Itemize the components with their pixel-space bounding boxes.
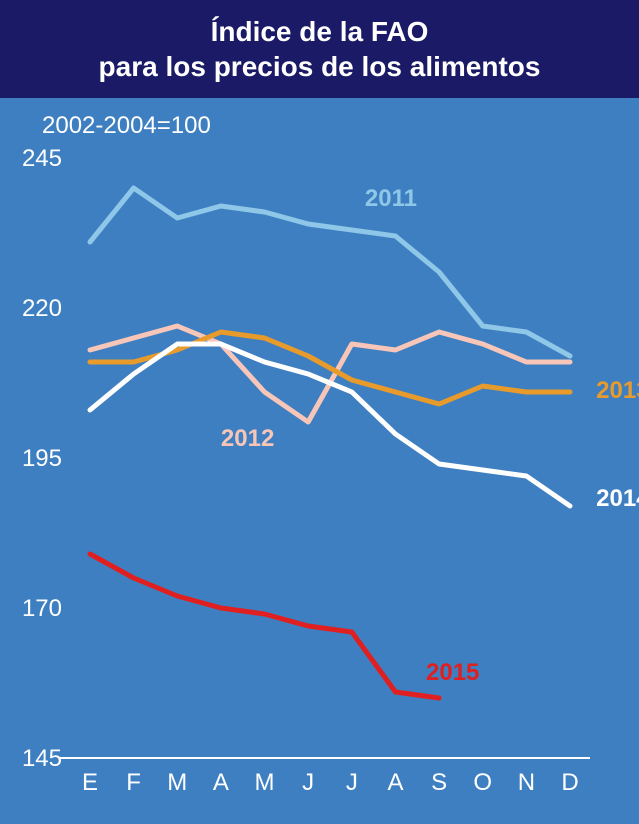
line-chart: 145170195220245EFMAMJJASOND2011201220132… <box>0 98 639 818</box>
y-tick-label: 195 <box>22 445 62 472</box>
y-tick-label: 145 <box>22 745 62 772</box>
series-label-2015: 2015 <box>426 659 479 686</box>
x-tick-label: N <box>518 769 535 796</box>
x-tick-label: S <box>431 769 447 796</box>
series-2013 <box>90 332 570 404</box>
x-tick-label: F <box>126 769 141 796</box>
x-tick-label: E <box>82 769 98 796</box>
series-2012 <box>90 326 570 422</box>
series-2015 <box>90 554 439 698</box>
x-tick-label: D <box>561 769 578 796</box>
series-label-2012: 2012 <box>221 425 274 452</box>
x-tick-label: J <box>302 769 314 796</box>
chart-title: Índice de la FAO para los precios de los… <box>0 0 639 98</box>
y-tick-label: 220 <box>22 295 62 322</box>
x-tick-label: A <box>387 769 403 796</box>
chart-subtitle: 2002-2004=100 <box>42 112 211 140</box>
series-label-2013: 2013 <box>596 377 639 404</box>
series-label-2014: 2014 <box>596 485 639 512</box>
x-tick-label: O <box>473 769 492 796</box>
chart-container: 2002-2004=100 145170195220245EFMAMJJASON… <box>0 98 639 818</box>
x-tick-label: M <box>167 769 187 796</box>
x-tick-label: J <box>346 769 358 796</box>
y-tick-label: 245 <box>22 145 62 172</box>
title-line-2: para los precios de los alimentos <box>10 49 629 84</box>
title-line-1: Índice de la FAO <box>10 14 629 49</box>
x-tick-label: A <box>213 769 229 796</box>
x-tick-label: M <box>255 769 275 796</box>
y-tick-label: 170 <box>22 595 62 622</box>
series-label-2011: 2011 <box>365 185 417 212</box>
